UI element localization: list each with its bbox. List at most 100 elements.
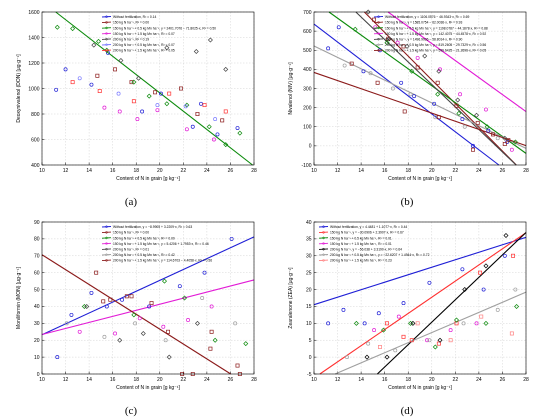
legend-entry: 150 kg N ha⁻¹ + 0.5 kg Mn ha⁻¹, y = 1198… <box>385 26 488 30</box>
trend-line <box>387 11 527 113</box>
data-point <box>404 43 410 49</box>
data-point <box>140 330 146 336</box>
x-tick-label: 10 <box>311 168 317 174</box>
legend-swatch <box>101 242 112 245</box>
data-point <box>422 53 428 59</box>
data-point <box>402 109 407 114</box>
data-point <box>212 137 216 142</box>
trend-line <box>328 11 527 154</box>
x-axis-title: Content of N in grain [g kg⁻¹] <box>388 176 452 182</box>
data-point <box>514 303 520 309</box>
legend-marker <box>105 231 108 234</box>
data-point <box>129 80 134 85</box>
legend-swatch <box>373 49 384 52</box>
legend-swatch <box>101 237 112 239</box>
data-point <box>408 92 413 97</box>
data-point <box>177 284 182 289</box>
plot-area <box>314 222 526 374</box>
y-tick-label: 500 <box>303 48 312 54</box>
legend-swatch <box>318 254 329 256</box>
data-point <box>455 97 461 103</box>
data-point <box>512 139 518 145</box>
y-tick-label: 400 <box>303 67 312 73</box>
data-point <box>366 341 371 346</box>
data-point <box>415 65 420 70</box>
data-point <box>161 278 167 284</box>
data-point <box>182 295 188 301</box>
y-tick-label: 5 <box>309 338 312 344</box>
x-tick-label: 12 <box>63 377 69 383</box>
x-tick-label: 16 <box>382 168 388 174</box>
legend-marker <box>105 15 108 18</box>
legend-entry: Without fertilization, y = 1106.0576 − 4… <box>385 15 470 19</box>
x-tick-label: 10 <box>311 377 317 383</box>
y-tick-label: 20 <box>306 287 312 293</box>
trend-line <box>313 71 527 147</box>
legend-marker <box>322 231 325 234</box>
y-axis-title: Deoxynivalenol (DON) [μg·g⁻¹] <box>16 54 22 123</box>
data-point <box>108 297 113 302</box>
panel-a: 10 12 14 16 18 20 22 24 26 28 400 600 800 1000 1200 140… <box>16 10 257 182</box>
data-point <box>206 124 212 130</box>
x-tick-label: 18 <box>133 168 139 174</box>
data-point <box>116 91 121 96</box>
x-tick-label: 14 <box>358 168 364 174</box>
data-point <box>113 67 117 72</box>
legend-entry: 200 kg N ha⁻¹, R² = 0.19 <box>113 38 149 42</box>
data-point <box>479 314 484 319</box>
data-point <box>361 69 366 74</box>
legend-entry: 200 kg N ha⁻¹ + 1.5 kg Mn ha⁻¹, y = 114.… <box>113 259 212 263</box>
data-point <box>237 130 243 136</box>
data-point <box>427 338 432 343</box>
data-point <box>120 297 125 302</box>
x-tick-label: 16 <box>110 377 116 383</box>
y-tick-label: 700 <box>303 10 312 16</box>
legend-entry: Without fertilization, y = −8.9905 + 3.2… <box>113 225 192 229</box>
data-point <box>77 76 82 81</box>
data-point <box>183 104 188 109</box>
data-point <box>164 45 170 51</box>
data-point <box>483 320 489 326</box>
data-point <box>401 301 406 306</box>
x-tick-label: 24 <box>204 377 210 383</box>
data-point <box>415 55 420 60</box>
legend-marker <box>377 43 380 46</box>
data-point <box>212 337 218 343</box>
legend-swatch <box>318 237 329 239</box>
legend-marker <box>322 225 325 228</box>
data-point <box>164 101 170 107</box>
data-point <box>233 321 238 326</box>
data-point <box>376 311 381 316</box>
data-point <box>84 303 90 309</box>
data-point <box>140 109 145 114</box>
legend-entry: 200 kg N ha⁻¹ + 1.5 kg Mn ha⁻¹, y = 596.… <box>385 49 486 53</box>
data-point <box>102 334 107 339</box>
data-point <box>353 320 359 326</box>
x-tick-label: 26 <box>228 168 234 174</box>
legend-swatch <box>318 226 329 228</box>
legend-swatch <box>101 27 112 29</box>
data-point <box>372 328 377 333</box>
data-point <box>89 290 94 295</box>
data-point <box>342 63 347 68</box>
data-point <box>395 40 400 45</box>
x-tick-label: 24 <box>204 168 210 174</box>
trend-line <box>319 232 527 375</box>
trend-line <box>41 254 232 375</box>
data-point <box>117 109 122 114</box>
trend-line <box>376 232 527 375</box>
data-point <box>511 253 515 258</box>
data-point <box>193 49 199 55</box>
data-point <box>104 304 109 309</box>
plot-frame <box>41 11 255 166</box>
x-tick-label: 20 <box>157 377 163 383</box>
data-point <box>55 355 60 360</box>
data-point <box>102 105 107 110</box>
data-point <box>161 324 166 329</box>
legend-entry: 150 kg N ha⁻¹ + 0.5 kg Mn ha⁻¹, R² = 0.0… <box>113 236 175 240</box>
legend-swatch <box>373 21 384 24</box>
x-tick-label: 16 <box>110 168 116 174</box>
data-point <box>349 61 354 66</box>
panel-letter-b: (b) <box>401 196 414 208</box>
data-point <box>101 299 106 304</box>
